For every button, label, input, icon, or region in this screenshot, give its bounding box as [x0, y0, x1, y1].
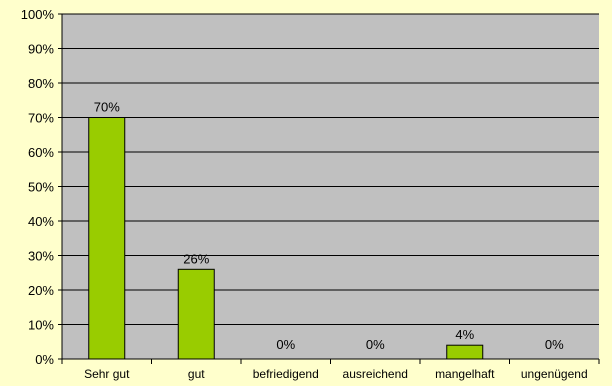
- data-label: 4%: [455, 327, 474, 342]
- category-label: Sehr gut: [84, 367, 130, 381]
- data-label: 0%: [366, 337, 385, 352]
- category-label: gut: [188, 367, 205, 381]
- y-tick-label: 60%: [28, 145, 54, 160]
- category-label: ausreichend: [343, 367, 408, 381]
- category-label: ungenügend: [521, 367, 588, 381]
- y-tick-label: 90%: [28, 42, 54, 57]
- y-tick-label: 80%: [28, 76, 54, 91]
- x-axis-tick-marks: [61, 359, 600, 364]
- bars: [88, 117, 484, 360]
- bar-gut: [177, 268, 215, 360]
- y-tick-label: 20%: [28, 283, 54, 298]
- y-axis-tick-labels: 0% 10% 20% 30% 40% 50% 60% 70% 80% 90% 100%: [21, 7, 62, 367]
- data-label: 26%: [183, 251, 209, 266]
- y-tick-label: 70%: [28, 111, 54, 126]
- y-tick-label: 30%: [28, 249, 54, 264]
- y-tick-label: 40%: [28, 214, 54, 229]
- y-tick-label: 100%: [21, 7, 55, 22]
- y-tick-label: 50%: [28, 180, 54, 195]
- bar-mangelhaft: [446, 344, 484, 360]
- gridlines: [62, 13, 599, 325]
- bar-sehr-gut: [88, 117, 126, 360]
- category-label: mangelhaft: [435, 367, 495, 381]
- y-tick-label: 0%: [35, 352, 54, 367]
- x-axis-category-labels: Sehr gut gut befriedigend ausreichend mangel…: [84, 367, 588, 381]
- data-label: 0%: [545, 337, 564, 352]
- category-label: befriedigend: [253, 367, 319, 381]
- data-label: 70%: [94, 100, 120, 115]
- data-label: 0%: [276, 337, 295, 352]
- y-tick-label: 10%: [28, 318, 54, 333]
- data-labels: 70% 26% 0% 0% 4% 0%: [94, 100, 564, 353]
